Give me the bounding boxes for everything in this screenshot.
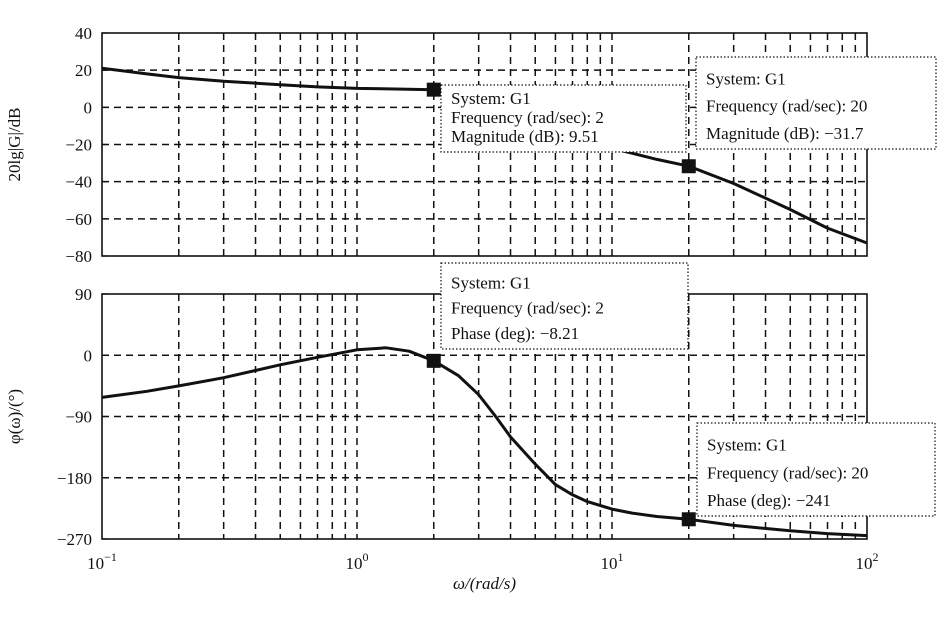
magnitude-datatip: System: G1 Frequency (rad/sec): 20 Magnitu… [681, 56, 937, 174]
phase-datatip-line: Phase (deg): −8.21 [451, 324, 579, 343]
phase-datatip-box [440, 262, 689, 350]
magnitude-datatip-line: Frequency (rad/sec): 20 [706, 97, 867, 116]
phase-ytick-label: 90 [75, 285, 92, 304]
phase-ytick-label: −90 [65, 408, 92, 427]
phase-ylabel: φ(ω)/(°) [5, 389, 24, 444]
magnitude-ytick-label: −20 [65, 136, 92, 155]
magnitude-ytick-label: −60 [65, 210, 92, 229]
magnitude-datatip-line: System: G1 [706, 69, 786, 88]
phase-xtick-label: 101 [601, 550, 624, 573]
magnitude-datatip-box [695, 56, 937, 150]
phase-datatip-marker [426, 353, 441, 368]
magnitude-datatip-marker [426, 82, 441, 97]
magnitude-ytick-label: 40 [75, 24, 92, 43]
magnitude-ylabel: 20lg|G|/dB [5, 108, 24, 182]
phase-datatip-line: System: G1 [451, 273, 531, 292]
phase-xlabel: ω/(rad/s) [453, 574, 516, 593]
phase-xtick-label: 102 [856, 550, 879, 573]
phase-xtick-label: 10−1 [87, 550, 117, 573]
magnitude-datatip-line: Magnitude (dB): 9.51 [451, 127, 599, 146]
magnitude-datatip-line: Magnitude (dB): −31.7 [706, 124, 864, 143]
phase-ytick-label: −270 [57, 530, 92, 549]
magnitude-datatip-line: System: G1 [451, 89, 531, 108]
magnitude-ytick-label: −40 [65, 173, 92, 192]
phase-ytick-label: −180 [57, 469, 92, 488]
phase-datatip-line: Phase (deg): −241 [707, 491, 831, 510]
phase-datatip: System: G1 Frequency (rad/sec): 2 Phase (d… [426, 262, 689, 368]
magnitude-ytick-label: 0 [84, 98, 93, 117]
magnitude-ytick-label: 20 [75, 61, 92, 80]
phase-xtick-label: 100 [346, 550, 369, 573]
phase-datatip-marker [681, 512, 696, 527]
magnitude-datatip-line: Frequency (rad/sec): 2 [451, 108, 604, 127]
phase-datatip: System: G1 Frequency (rad/sec): 20 Phase (… [681, 422, 936, 527]
phase-datatip-line: Frequency (rad/sec): 20 [707, 463, 868, 482]
phase-datatip-box [696, 422, 936, 517]
magnitude-ytick-label: −80 [65, 247, 92, 266]
phase-datatip-line: System: G1 [707, 436, 787, 455]
phase-datatip-line: Frequency (rad/sec): 2 [451, 299, 604, 318]
phase-ytick-label: 0 [84, 346, 93, 365]
phase-panel: 90 0 −90 −180 −270 φ(ω)/(°) 10−1 100 101 102 ω/(ra… [5, 262, 936, 593]
magnitude-datatip-marker [681, 159, 696, 174]
magnitude-datatip-box [440, 84, 687, 153]
